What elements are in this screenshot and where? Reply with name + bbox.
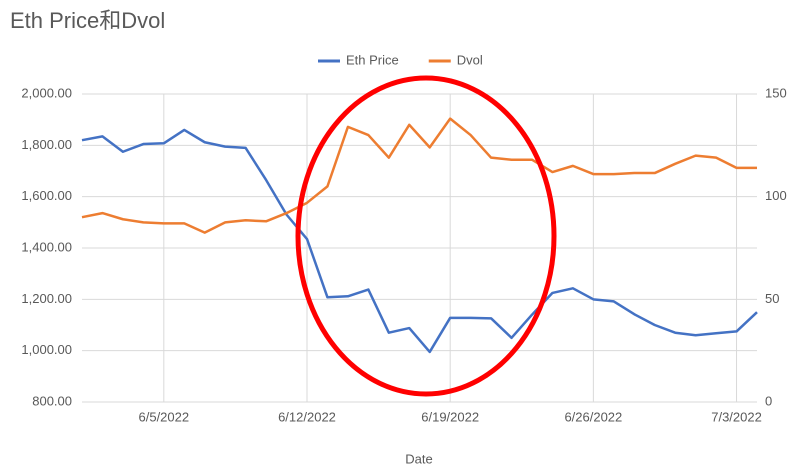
y2-tick-label: 0: [765, 393, 772, 408]
x-tick-label: 6/26/2022: [564, 409, 622, 424]
highlight-ellipse: [295, 75, 557, 397]
chart-title: Eth Price和Dvol: [10, 8, 165, 33]
series-line: [81, 117, 757, 234]
y2-tick-label: 100: [765, 188, 787, 203]
legend-item: Eth Price: [318, 52, 399, 67]
x-tick-label: 7/3/2022: [711, 409, 762, 424]
y-tick-label: 2,000.00: [21, 85, 72, 100]
y2-tick-label: 50: [765, 291, 779, 306]
legend-label: Eth Price: [346, 52, 399, 67]
y-tick-label: 1,800.00: [21, 137, 72, 152]
y-tick-label: 1,600.00: [21, 188, 72, 203]
y-tick-label: 1,000.00: [21, 342, 72, 357]
x-axis-label: Date: [405, 451, 432, 466]
y2-tick-label: 150: [765, 85, 787, 100]
y-tick-label: 800.00: [32, 393, 72, 408]
series-line: [81, 128, 758, 354]
legend-item: Dvol: [428, 52, 483, 67]
x-tick-label: 6/12/2022: [278, 409, 336, 424]
y-tick-label: 1,200.00: [21, 291, 72, 306]
legend-label: Dvol: [457, 52, 483, 67]
x-tick-label: 6/5/2022: [139, 409, 190, 424]
x-tick-label: 6/19/2022: [421, 409, 479, 424]
y-tick-label: 1,400.00: [21, 239, 72, 254]
